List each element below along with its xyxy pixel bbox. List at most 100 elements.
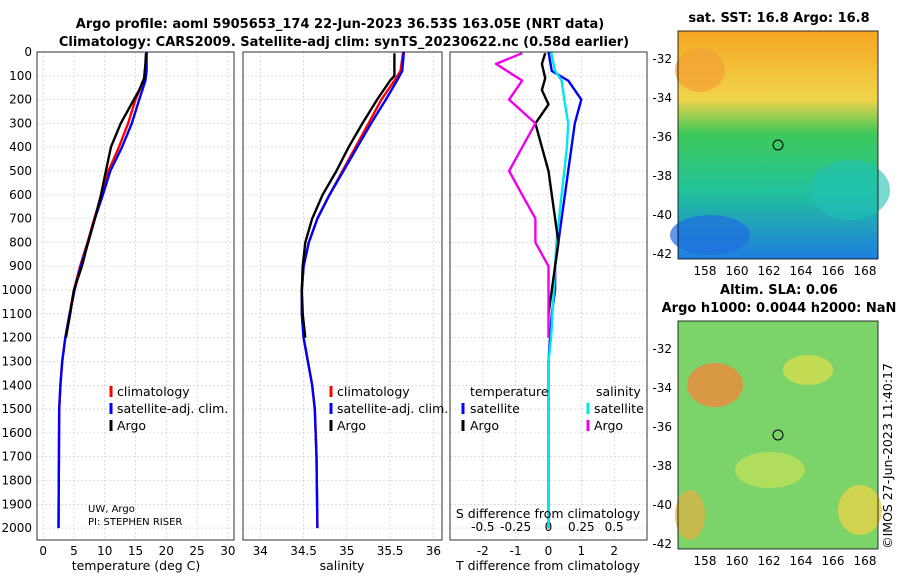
x-tick-label: 5 (70, 544, 78, 558)
sst-cold-patch (670, 215, 750, 255)
depth-tick-label: 200 (9, 93, 32, 107)
imos-credit: ©IMOS 27-Jun-2023 11:40:17 (880, 363, 895, 549)
x-tick-label: 25 (189, 544, 204, 558)
depth-tick-label: 2000 (1, 521, 32, 535)
temperature-axis-label: temperature (deg C) (72, 558, 201, 573)
legend-temperature-heading: temperature (470, 384, 549, 399)
argo-float-marker (772, 139, 784, 151)
legend-salinity-heading: salinity (596, 384, 641, 399)
sst-map-title: sat. SST: 16.8 Argo: 16.8 (688, 11, 869, 26)
x-tick-label: 30 (220, 544, 235, 558)
series-line-t-argo (534, 52, 560, 315)
x-tick-label: 35 (339, 544, 354, 558)
map-lon-tick: 166 (822, 264, 845, 278)
panel-frame (449, 51, 648, 541)
sla-map-frame (677, 320, 879, 550)
s-diff-tick-label: -0.5 (471, 520, 494, 534)
s-diff-tick-label: 0.25 (568, 520, 595, 534)
depth-tick-label: 1300 (1, 354, 32, 368)
difference-legend: temperature salinity satellite Argo sate… (461, 384, 644, 433)
series-line-argo (64, 53, 148, 338)
map-lon-tick: 168 (854, 264, 877, 278)
x-tick-label: 20 (159, 544, 174, 558)
series-line-satellite-adj-clim- (300, 51, 406, 529)
legend-climatology: climatology (337, 384, 410, 399)
temperature-panel: 0100200300400500600700800900100011001200… (1, 45, 235, 558)
x-tick-label: -1 (510, 544, 522, 558)
t-difference-axis-label: T difference from climatology (455, 558, 641, 573)
map-lat-tick: -38 (652, 459, 672, 473)
salinity-legend: climatology satellite-adj. clim. Argo (329, 384, 448, 433)
sst-map-ticks: 158 160 162 164 166 168 -32 -34 -36 -38 -40 -42 (652, 52, 876, 278)
depth-tick-label: 1600 (1, 426, 32, 440)
map-lon-tick: 162 (758, 264, 781, 278)
argo-float-marker (772, 429, 784, 441)
map-lat-tick: -36 (652, 420, 672, 434)
legend-t-satellite: satellite (470, 401, 520, 416)
x-tick-label: 15 (128, 544, 143, 558)
x-tick-label: 36 (426, 544, 441, 558)
legend-s-satellite: satellite (594, 401, 644, 416)
x-tick-label: -2 (477, 544, 489, 558)
note-pi: PI: STEPHEN RISER (88, 517, 182, 528)
x-tick-label: 35.5 (377, 544, 404, 558)
depth-tick-label: 1200 (1, 331, 32, 345)
series-line-argo (300, 53, 396, 338)
map-lon-tick: 164 (790, 264, 813, 278)
map-lat-tick: -32 (652, 342, 672, 356)
s-diff-tick-label: 0.5 (605, 520, 624, 534)
legend-satellite-adj: satellite-adj. clim. (337, 401, 448, 416)
map-lon-tick: 162 (758, 554, 781, 568)
map-lon-tick: 164 (790, 554, 813, 568)
depth-tick-label: 400 (9, 140, 32, 154)
sst-map-frame (677, 30, 879, 260)
sla-map-ticks: 158 160 162 164 166 168 -32 -34 -36 -38 -40 -42 (652, 342, 876, 568)
sla-patch (735, 452, 805, 488)
map-lat-tick: -40 (652, 208, 672, 222)
depth-tick-label: 800 (9, 235, 32, 249)
depth-tick-label: 900 (9, 259, 32, 273)
sla-high-patch (687, 363, 743, 407)
x-tick-label: 0 (39, 544, 47, 558)
sst-cool-patch (810, 160, 890, 220)
map-lon-tick: 166 (822, 554, 845, 568)
panel-frame (242, 51, 443, 541)
legend-argo: Argo (337, 418, 366, 433)
x-tick-label: 1 (578, 544, 586, 558)
difference-panel: -2 -1 0 1 2-0.5 -0.25 0 0.25 0.5 (449, 51, 648, 558)
legend-satellite-adj: satellite-adj. clim. (117, 401, 228, 416)
depth-tick-label: 1100 (1, 307, 32, 321)
salinity-axis-label: salinity (320, 558, 365, 573)
s-diff-tick-label: -0.25 (500, 520, 531, 534)
depth-tick-label: 600 (9, 188, 32, 202)
x-tick-label: 2 (610, 544, 618, 558)
depth-tick-label: 300 (9, 116, 32, 130)
x-tick-label: 34.5 (290, 544, 317, 558)
sst-warm-patch (675, 48, 725, 92)
sst-map (670, 30, 890, 260)
depth-tick-label: 1800 (1, 473, 32, 487)
x-tick-label: 34 (253, 544, 268, 558)
x-tick-label: 10 (97, 544, 112, 558)
map-lon-tick: 160 (726, 554, 749, 568)
legend-t-argo: Argo (470, 418, 499, 433)
note-uw-argo: UW, Argo (88, 504, 135, 515)
depth-tick-label: 1700 (1, 450, 32, 464)
figure-title-line1: Argo profile: aoml 5905653_174 22-Jun-20… (76, 17, 604, 32)
map-lat-tick: -40 (652, 498, 672, 512)
series-line-s-argo (494, 52, 550, 338)
map-lat-tick: -34 (652, 91, 672, 105)
depth-tick-label: 500 (9, 164, 32, 178)
map-lon-tick: 158 (694, 264, 717, 278)
panel-frame (36, 51, 235, 541)
legend-climatology: climatology (117, 384, 190, 399)
legend-argo: Argo (117, 418, 146, 433)
sla-map-title-line2: Argo h1000: 0.0044 h2000: NaN (662, 301, 897, 316)
figure-title-line2: Climatology: CARS2009. Satellite-adj cli… (59, 35, 629, 50)
map-lat-tick: -36 (652, 130, 672, 144)
depth-tick-label: 0 (24, 45, 32, 59)
depth-tick-label: 1000 (1, 283, 32, 297)
map-lat-tick: -34 (652, 381, 672, 395)
s-difference-axis-label: S difference from climatology (456, 506, 641, 521)
